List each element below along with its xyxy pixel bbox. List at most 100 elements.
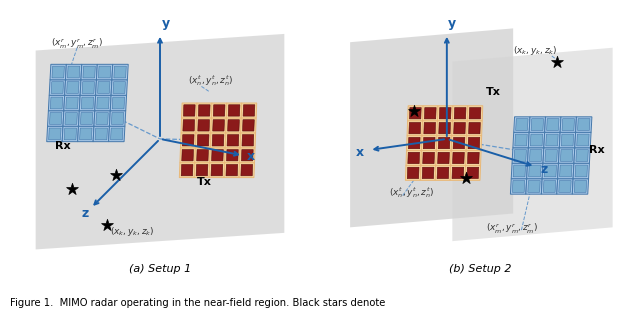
Polygon shape: [210, 148, 225, 163]
Polygon shape: [421, 136, 437, 150]
Polygon shape: [243, 120, 254, 131]
Polygon shape: [421, 150, 436, 165]
Polygon shape: [436, 150, 451, 165]
Polygon shape: [112, 97, 125, 109]
Polygon shape: [561, 149, 573, 161]
Polygon shape: [211, 133, 226, 148]
Polygon shape: [572, 179, 589, 194]
Text: y: y: [161, 17, 170, 30]
Polygon shape: [527, 148, 544, 163]
Polygon shape: [557, 163, 574, 179]
Polygon shape: [515, 134, 527, 146]
Polygon shape: [114, 66, 126, 78]
Polygon shape: [197, 135, 209, 146]
Polygon shape: [51, 97, 63, 109]
Polygon shape: [96, 113, 108, 124]
Polygon shape: [557, 179, 573, 194]
Polygon shape: [179, 163, 195, 178]
Polygon shape: [408, 138, 420, 149]
Text: (a) Setup 1: (a) Setup 1: [129, 263, 191, 273]
Polygon shape: [468, 122, 481, 134]
Polygon shape: [452, 167, 464, 179]
Polygon shape: [52, 66, 65, 78]
Polygon shape: [529, 132, 545, 148]
Polygon shape: [408, 106, 423, 121]
Polygon shape: [196, 118, 211, 133]
Polygon shape: [240, 133, 255, 148]
Text: y: y: [448, 17, 456, 30]
Polygon shape: [420, 165, 436, 180]
Text: x: x: [356, 146, 364, 159]
Polygon shape: [543, 148, 559, 163]
Polygon shape: [577, 134, 589, 146]
Polygon shape: [531, 119, 543, 130]
Polygon shape: [424, 122, 436, 134]
Polygon shape: [228, 105, 240, 116]
Polygon shape: [225, 148, 240, 163]
Polygon shape: [453, 138, 465, 149]
Polygon shape: [511, 163, 527, 179]
Polygon shape: [227, 149, 238, 161]
Polygon shape: [466, 136, 482, 150]
Polygon shape: [195, 148, 211, 163]
Polygon shape: [452, 152, 465, 164]
Polygon shape: [407, 167, 419, 179]
Text: $(x_m^r, y_m^r, z_m^r)$: $(x_m^r, y_m^r, z_m^r)$: [486, 222, 538, 236]
Polygon shape: [93, 126, 109, 142]
Polygon shape: [435, 165, 451, 180]
Polygon shape: [436, 136, 452, 150]
Polygon shape: [527, 163, 543, 179]
Polygon shape: [451, 136, 467, 150]
Text: Rx: Rx: [589, 145, 605, 155]
Text: Rx: Rx: [56, 141, 71, 151]
Text: z: z: [541, 163, 548, 176]
Polygon shape: [226, 118, 241, 133]
Polygon shape: [241, 118, 256, 133]
Polygon shape: [408, 152, 420, 164]
Polygon shape: [227, 103, 242, 118]
Polygon shape: [575, 165, 588, 177]
Polygon shape: [512, 148, 529, 163]
Text: $(x_n^t, y_n^t, z_n^t)$: $(x_n^t, y_n^t, z_n^t)$: [188, 73, 233, 88]
Polygon shape: [99, 66, 111, 78]
Polygon shape: [94, 111, 110, 126]
Polygon shape: [469, 108, 481, 119]
Point: [111, 172, 121, 177]
Polygon shape: [544, 165, 557, 177]
Polygon shape: [546, 134, 558, 146]
Polygon shape: [410, 108, 421, 119]
Polygon shape: [79, 95, 95, 111]
Polygon shape: [422, 167, 434, 179]
Polygon shape: [577, 119, 590, 130]
Polygon shape: [545, 149, 557, 161]
Polygon shape: [576, 149, 588, 161]
Polygon shape: [181, 165, 193, 176]
Polygon shape: [196, 149, 209, 161]
Polygon shape: [211, 118, 227, 133]
Polygon shape: [422, 121, 438, 136]
Polygon shape: [224, 163, 239, 178]
Polygon shape: [110, 95, 127, 111]
Polygon shape: [529, 165, 541, 177]
Polygon shape: [113, 82, 125, 93]
Polygon shape: [531, 134, 543, 146]
Polygon shape: [111, 80, 127, 95]
Polygon shape: [81, 97, 93, 109]
Polygon shape: [559, 165, 572, 177]
Polygon shape: [196, 165, 208, 176]
Polygon shape: [97, 97, 109, 109]
Polygon shape: [450, 165, 466, 180]
Polygon shape: [468, 138, 480, 149]
Polygon shape: [241, 165, 253, 176]
Polygon shape: [510, 179, 527, 194]
Polygon shape: [516, 119, 528, 130]
Polygon shape: [424, 108, 436, 119]
Polygon shape: [95, 95, 111, 111]
Polygon shape: [526, 179, 542, 194]
Polygon shape: [467, 167, 479, 179]
Point: [461, 175, 471, 180]
Polygon shape: [82, 82, 95, 93]
Polygon shape: [559, 148, 575, 163]
Polygon shape: [514, 149, 526, 161]
Point: [102, 222, 113, 227]
